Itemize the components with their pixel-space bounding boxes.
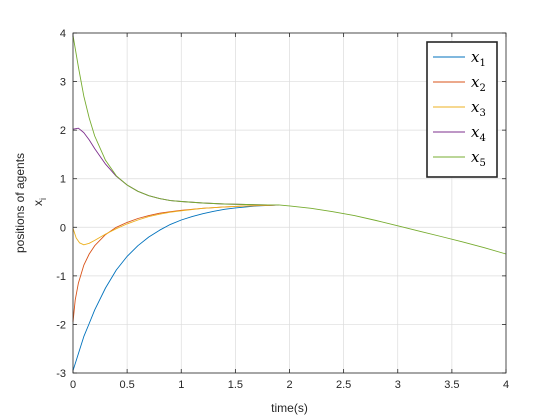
legend-label-x2: x2 (471, 73, 486, 94)
legend-label-x3: x3 (471, 98, 486, 119)
legend: x1 x2 x3 x4 x5 (426, 41, 498, 178)
series-line-x5 (72, 35, 507, 255)
legend-label-x5: x5 (471, 148, 486, 169)
x-tick-label: 3 (395, 379, 401, 391)
y-tick-label: 2 (60, 125, 66, 137)
legend-label-x1: x1 (471, 48, 486, 69)
x-tick-label: 3.5 (444, 379, 459, 391)
y-tick-label: 4 (60, 28, 66, 40)
y-axis-symbol: xi (31, 198, 48, 206)
y-tick-label: -3 (56, 368, 66, 380)
y-tick-label: 3 (60, 77, 66, 89)
x-tick-label: 1.5 (228, 379, 243, 391)
y-axis-symbol-sub: i (38, 198, 48, 200)
x-tick-label: 2 (286, 379, 292, 391)
series-line-x3 (72, 204, 279, 246)
y-tick-label: -2 (56, 319, 66, 331)
x-tick-label: 1 (178, 379, 184, 391)
x-axis-label: time(s) (271, 401, 308, 415)
legend-label-x4: x4 (471, 123, 486, 144)
y-axis-symbol-main: x (31, 200, 45, 206)
x-tick-label: 4 (503, 379, 509, 391)
y-tick-label: 1 (60, 174, 66, 186)
series-line-x1 (72, 204, 279, 371)
series-lines (72, 35, 507, 371)
y-tick-label: 0 (60, 222, 66, 234)
y-axis-label: positions of agents (13, 153, 27, 253)
x-tick-label: 0.5 (119, 379, 134, 391)
ticks: 0 0.5 1 1.5 2 2.5 3 3.5 4 -3 -2 -1 0 1 2 3 4 (56, 28, 509, 391)
x-tick-label: 0 (70, 379, 76, 391)
y-tick-label: -1 (56, 271, 66, 283)
legend-box (426, 41, 498, 178)
x-tick-label: 2.5 (336, 379, 351, 391)
